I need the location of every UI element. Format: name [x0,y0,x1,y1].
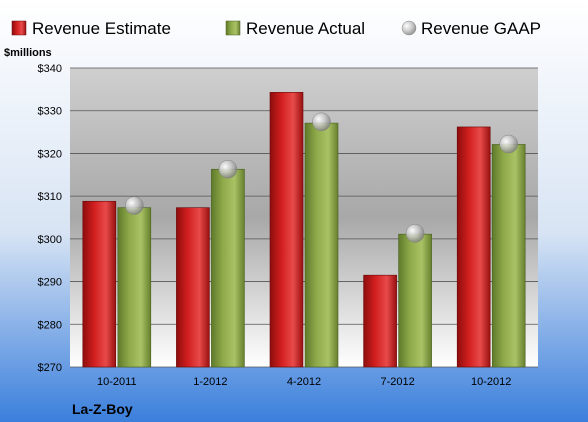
y-unit-label: $millions [4,47,52,59]
legend-swatch-gaap [401,20,417,36]
legend-swatch-actual [225,20,241,36]
y-tick-label: $310 [38,191,62,203]
marker-revenue-gaap [499,134,518,154]
bar-revenue-estimate [82,200,117,368]
y-axis-ticks: $270 $280 $290 $300 $310 $320 $330 $340 [38,63,62,374]
y-tick-label: $280 [38,319,62,331]
bar-revenue-estimate [176,207,210,368]
legend: Revenue Estimate Revenue Actual Revenue … [11,19,541,38]
y-tick-label: $290 [38,277,62,289]
bars [82,92,526,368]
bar-revenue-actual [304,122,339,368]
x-tick-label: 4-2012 [287,376,321,388]
y-tick-label: $320 [38,148,62,160]
company-label: La-Z-Boy [72,401,133,417]
y-tick-label: $300 [38,234,62,246]
bar-revenue-estimate [269,92,304,368]
y-tick-label: $340 [38,63,62,75]
y-tick-label: $330 [38,106,62,118]
bar-revenue-actual [211,168,245,368]
y-tick-label: $270 [38,362,62,374]
legend-item-gaap: Revenue GAAP [401,19,541,38]
marker-revenue-gaap [125,196,144,215]
marker-revenue-gaap [218,159,238,179]
bar-revenue-estimate [456,126,491,368]
legend-item-estimate: Revenue Estimate [11,19,171,38]
legend-item-actual: Revenue Actual [225,19,365,38]
bar-revenue-estimate [363,274,397,368]
gaap-markers [125,112,518,243]
x-tick-label: 10-2012 [471,376,511,388]
bar-revenue-actual [491,144,526,368]
legend-label-actual: Revenue Actual [246,19,365,38]
legend-label-gaap: Revenue GAAP [421,19,541,38]
marker-revenue-gaap [312,112,331,132]
x-tick-label: 1-2012 [193,376,227,388]
legend-swatch-estimate [11,20,27,36]
x-tick-label: 10-2011 [97,376,137,388]
x-tick-label: 7-2012 [380,376,414,388]
bar-revenue-actual [117,207,152,368]
legend-label-estimate: Revenue Estimate [32,19,171,38]
marker-revenue-gaap [405,224,425,243]
x-axis-ticks: 10-2011 1-2012 4-2012 7-2012 10-2012 [97,376,511,388]
bar-revenue-actual [398,233,432,368]
